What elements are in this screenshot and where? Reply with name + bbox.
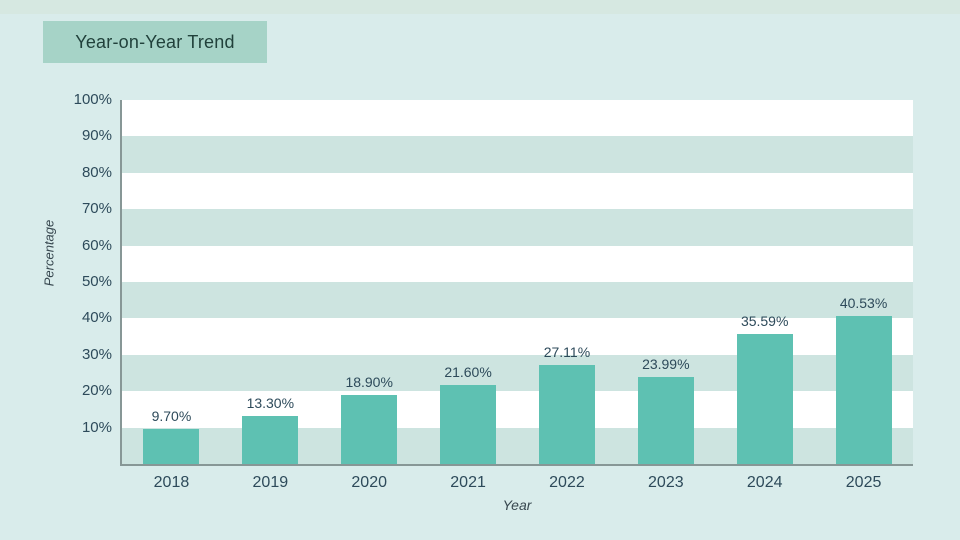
- x-tick-label: 2023: [648, 474, 684, 491]
- grid-band: [122, 282, 913, 319]
- grid-band: [122, 172, 913, 210]
- bar-slot: 23.99%: [616, 100, 715, 464]
- bar-value-label: 13.30%: [246, 394, 295, 411]
- y-axis-tick-labels: 100% 90% 80% 70% 60% 50% 40% 30% 20% 10%: [0, 91, 112, 464]
- grid-band: [122, 136, 913, 173]
- bar-value-label: 9.70%: [151, 407, 192, 424]
- bar-2020: [341, 395, 398, 464]
- bar-2022: [538, 365, 595, 464]
- bar-series: 9.70% 13.30% 18.90% 21.60% 27.11% 23.99% 35.59…: [122, 100, 913, 464]
- bar-value-label: 40.53%: [839, 295, 888, 312]
- plot-area: 9.70% 13.30% 18.90% 21.60% 27.11% 23.99% 35.59…: [120, 100, 913, 466]
- y-tick-label: 40%: [81, 309, 112, 327]
- x-tick-label: 2018: [153, 474, 190, 491]
- y-tick-label: 20%: [81, 382, 112, 400]
- bar-value-label: 21.60%: [444, 364, 492, 381]
- grid-band: [122, 100, 913, 137]
- x-tick-label: 2022: [549, 474, 585, 491]
- y-tick-label: 100%: [73, 91, 112, 108]
- y-tick-label: 10%: [81, 418, 112, 436]
- x-tick-label: 2025: [845, 474, 882, 491]
- chart-title-box: Year-on-Year Trend: [43, 21, 267, 63]
- bar-2021: [440, 385, 497, 464]
- bar-slot: 13.30%: [221, 100, 320, 464]
- grid-band: [122, 245, 913, 282]
- bar-2018: [143, 428, 200, 464]
- bar-2019: [242, 415, 299, 464]
- bar-slot: 35.59%: [715, 100, 814, 464]
- bar-slot: 18.90%: [320, 100, 419, 464]
- x-tick-label: 2019: [252, 474, 289, 491]
- bar-2024: [736, 334, 793, 464]
- y-tick-label: 80%: [81, 163, 112, 181]
- y-tick-label: 50%: [81, 273, 112, 290]
- y-tick-label: 90%: [81, 127, 112, 145]
- bar-slot: 9.70%: [122, 100, 221, 464]
- bar-value-label: 27.11%: [543, 344, 591, 361]
- y-tick-label: 70%: [81, 200, 112, 218]
- x-tick-label: 2021: [450, 474, 486, 491]
- x-axis-tick-labels: 2018 2019 2020 2021 2022 2023 2024 2025: [122, 474, 913, 492]
- y-tick-label: 60%: [81, 236, 112, 254]
- bar-value-label: 23.99%: [642, 355, 690, 372]
- bar-value-label: 35.59%: [740, 313, 789, 330]
- bar-2025: [835, 316, 892, 464]
- x-tick-label: 2020: [351, 474, 387, 491]
- grid-bands: [122, 100, 913, 464]
- top-strip: [0, 0, 960, 14]
- bar-slot: 21.60%: [419, 100, 518, 464]
- chart-title: Year-on-Year Trend: [75, 31, 235, 52]
- y-tick-label: 30%: [81, 345, 112, 363]
- bar-2023: [637, 376, 694, 464]
- bar-slot: 27.11%: [518, 100, 617, 464]
- bar-value-label: 18.90%: [345, 374, 393, 391]
- x-tick-label: 2024: [746, 474, 783, 491]
- bar-slot: 40.53%: [814, 100, 913, 464]
- x-axis-title: Year: [502, 497, 532, 513]
- grid-band: [122, 209, 913, 246]
